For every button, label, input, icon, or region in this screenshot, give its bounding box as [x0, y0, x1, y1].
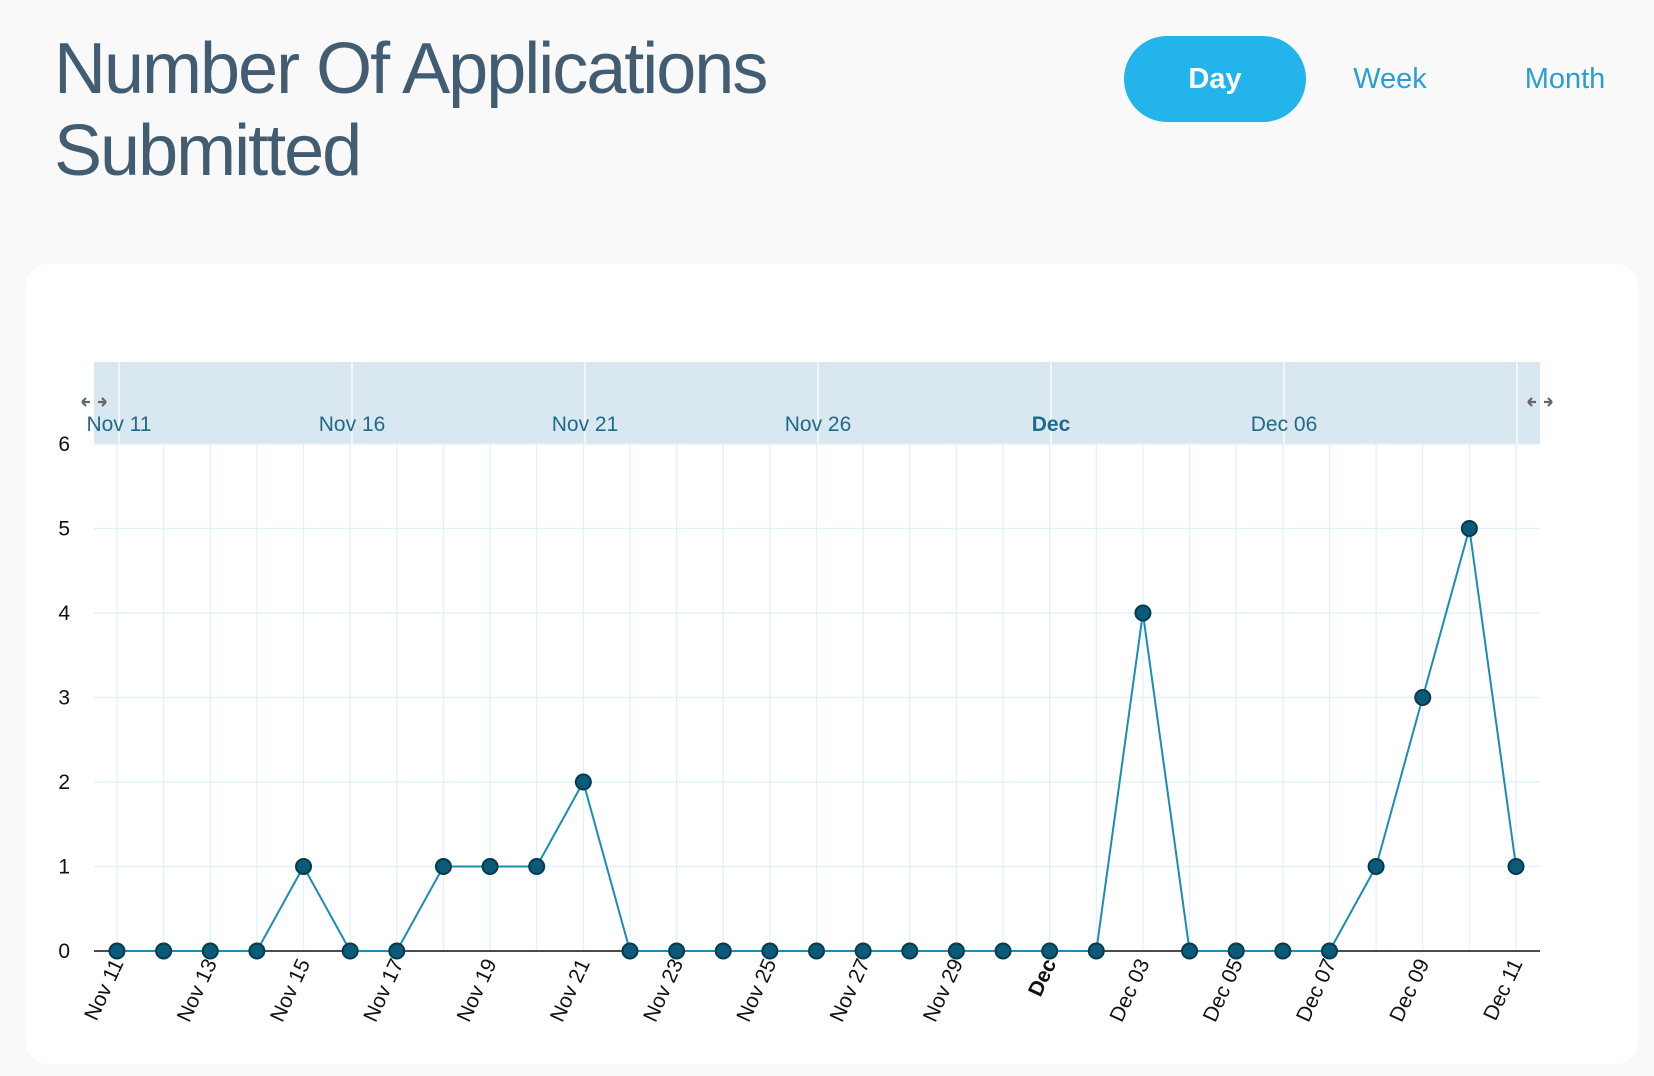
- week-toggle-button[interactable]: Week: [1353, 63, 1427, 95]
- data-point[interactable]: [1507, 858, 1525, 875]
- x-tick-label: Nov 23: [639, 955, 688, 1025]
- data-point[interactable]: [295, 858, 313, 875]
- x-tick-label: Nov 15: [266, 955, 315, 1025]
- range-slider-left-handle[interactable]: [81, 397, 107, 407]
- y-tick-label: 5: [58, 518, 70, 541]
- data-point[interactable]: [1460, 520, 1478, 537]
- y-tick-label: 3: [58, 687, 70, 710]
- data-point[interactable]: [1041, 942, 1059, 960]
- x-tick-label: Nov 21: [546, 955, 595, 1025]
- right-arrow-icon: [1544, 397, 1553, 407]
- range-slider-label: Nov 21: [552, 413, 619, 436]
- y-tick-label: 6: [58, 433, 70, 456]
- data-point[interactable]: [1181, 942, 1199, 960]
- range-slider-label: Nov 16: [319, 413, 386, 436]
- series-marker-layer: [108, 520, 1525, 960]
- range-slider-label: Dec 06: [1251, 413, 1318, 436]
- range-slider-label: Dec: [1032, 413, 1071, 436]
- x-tick-label: Dec: [1024, 955, 1061, 1000]
- data-point[interactable]: [574, 773, 592, 791]
- range-slider-label: Nov 26: [785, 413, 852, 436]
- data-point[interactable]: [528, 858, 546, 875]
- data-point[interactable]: [1367, 858, 1385, 875]
- data-point[interactable]: [388, 942, 406, 960]
- range-slider-background[interactable]: [94, 362, 1540, 444]
- chart-grid: [94, 443, 1540, 951]
- data-point[interactable]: [434, 858, 452, 875]
- data-point[interactable]: [155, 942, 173, 960]
- data-point[interactable]: [248, 942, 266, 960]
- x-tick-label: Nov 27: [826, 955, 875, 1025]
- y-tick-label: 2: [58, 771, 70, 794]
- left-arrow-icon: [1527, 397, 1536, 407]
- x-tick-label: Dec 07: [1292, 955, 1341, 1025]
- data-point[interactable]: [761, 942, 779, 960]
- month-toggle-button[interactable]: Month: [1524, 63, 1606, 95]
- data-point[interactable]: [481, 858, 499, 875]
- page-title: Number Of Applications Submitted: [54, 29, 768, 191]
- data-point[interactable]: [1087, 942, 1105, 960]
- data-point[interactable]: [947, 942, 965, 960]
- day-toggle-button[interactable]: Day: [1124, 36, 1306, 122]
- data-point[interactable]: [668, 942, 686, 960]
- data-point[interactable]: [341, 942, 359, 960]
- y-tick-label: 1: [58, 856, 70, 879]
- data-point[interactable]: [1414, 689, 1432, 706]
- data-point[interactable]: [201, 942, 219, 960]
- x-tick-label: Nov 17: [359, 955, 408, 1025]
- data-point[interactable]: [1227, 942, 1245, 960]
- x-tick-label: Dec 05: [1199, 955, 1248, 1025]
- x-tick-label: Nov 11: [80, 955, 128, 1024]
- data-point[interactable]: [854, 942, 872, 960]
- data-point[interactable]: [808, 942, 825, 960]
- range-slider[interactable]: Nov 11 Nov 16 Nov 21 Nov 26 Dec Dec 06: [81, 362, 1553, 444]
- y-tick-label: 4: [58, 602, 70, 625]
- data-point[interactable]: [994, 942, 1012, 960]
- data-point[interactable]: [1320, 942, 1338, 960]
- range-slider-label: Nov 11: [87, 413, 152, 436]
- data-point[interactable]: [108, 942, 126, 960]
- period-toggle-group: Day Week Month: [1124, 36, 1654, 122]
- range-slider-right-handle[interactable]: [1527, 397, 1553, 407]
- chart-axes: 0 1 2 3 4 5 6 Nov 11 Nov 13 Nov 15 Nov 17 Nov 19 Nov…: [58, 433, 1540, 1025]
- y-tick-label: 0: [58, 940, 70, 963]
- data-point[interactable]: [621, 942, 639, 960]
- data-point[interactable]: [1274, 942, 1292, 960]
- data-point[interactable]: [714, 942, 732, 960]
- right-arrow-icon: [98, 397, 107, 407]
- x-tick-label: Nov 19: [453, 955, 502, 1025]
- x-tick-label: Dec 11: [1479, 955, 1527, 1024]
- left-arrow-icon: [81, 397, 90, 407]
- x-tick-label: Dec 09: [1385, 955, 1434, 1025]
- x-tick-label: Dec 03: [1105, 955, 1154, 1025]
- x-tick-label: Nov 29: [919, 955, 968, 1025]
- data-point[interactable]: [1134, 604, 1152, 622]
- x-tick-label: Nov 25: [732, 955, 781, 1025]
- x-tick-label: Nov 13: [173, 955, 222, 1025]
- data-point[interactable]: [901, 942, 919, 960]
